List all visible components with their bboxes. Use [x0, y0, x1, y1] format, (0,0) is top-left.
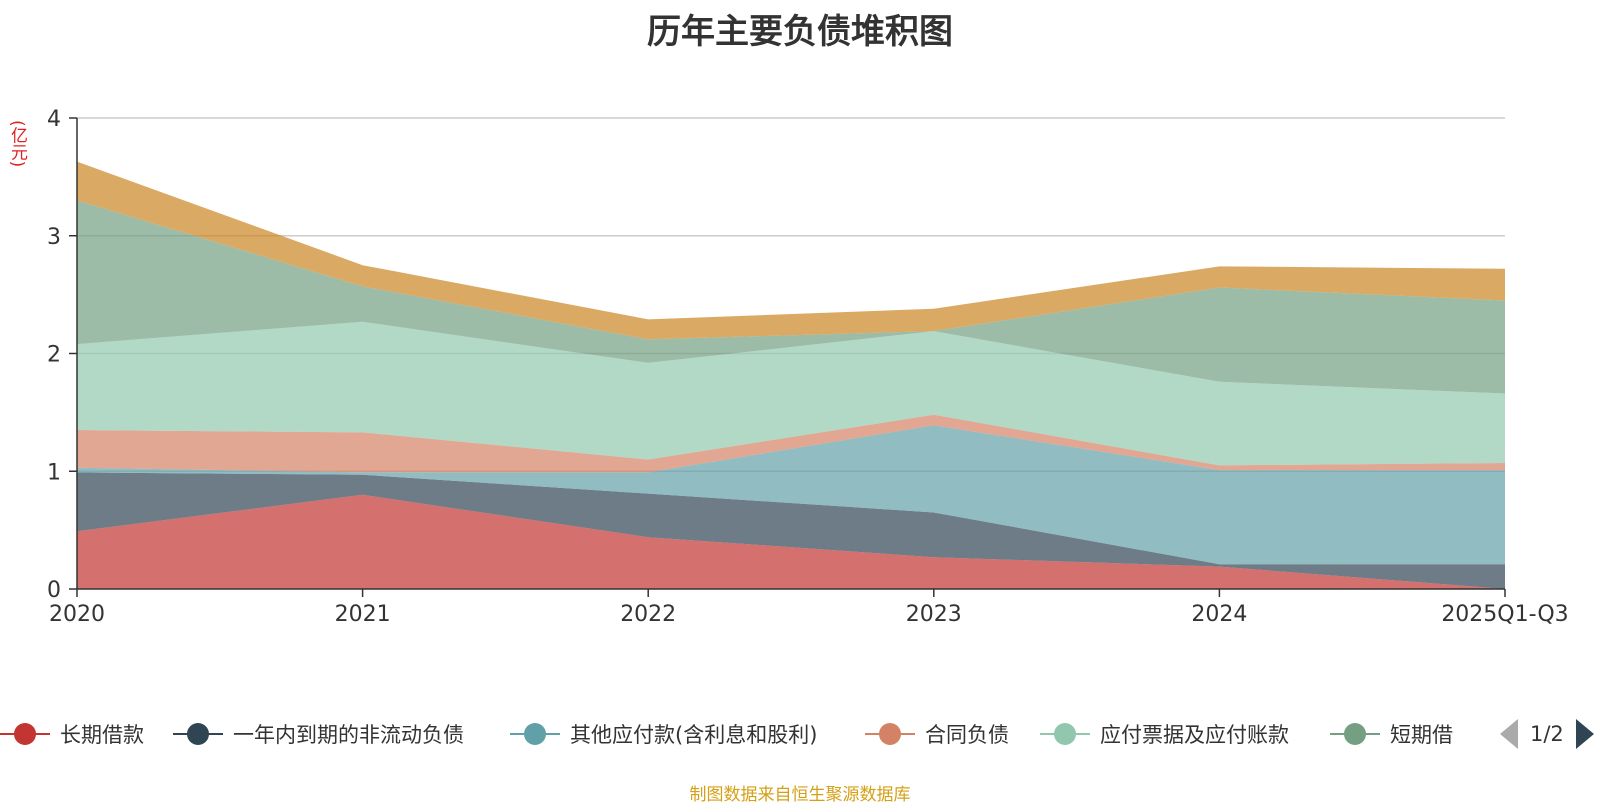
legend-label: 其他应付款(含利息和股利)	[570, 723, 818, 747]
x-tick-label: 2021	[335, 602, 391, 627]
x-tick-label: 2025Q1-Q3	[1441, 602, 1568, 627]
legend-marker-icon	[1040, 716, 1090, 752]
legend-next-page-icon[interactable]	[1575, 719, 1594, 749]
legend-page-indicator: 1/2	[1530, 722, 1564, 746]
legend-item[interactable]: 其他应付款(含利息和股利)	[510, 716, 817, 752]
legend-item[interactable]: 一年内到期的非流动负债	[173, 716, 464, 752]
y-tick-label: 2	[47, 343, 61, 368]
area-series-2	[77, 472, 1505, 589]
legend-item[interactable]: 长期借款	[0, 716, 144, 752]
area-series-layer	[77, 161, 1505, 589]
axes: 0 1 2 3 4 2020 2021 2022 2023 2024 2025Q1-Q3	[47, 107, 1569, 627]
area-series-7	[77, 161, 1505, 340]
legend-marker-icon	[510, 716, 560, 752]
stacked-area-chart: 0 1 2 3 4 2020 2021 2022 2023 2024 2025Q1-Q3	[47, 107, 1569, 627]
legend-label: 一年内到期的非流动负债	[233, 723, 464, 747]
legend-label: 合同负债	[925, 723, 1009, 747]
legend-label: 长期借款	[60, 723, 144, 747]
y-tick-label: 1	[47, 460, 61, 485]
legend-pager: 1/2	[1500, 716, 1594, 752]
legend-marker-icon	[1330, 716, 1380, 752]
area-series-5	[77, 321, 1505, 466]
legend-items: 长期借款 一年内到期的非流动负债 其他应付款(含利息和股利) 合同负债 应付票据及应付账…	[0, 716, 1490, 752]
legend-item[interactable]: 短期借	[1330, 716, 1453, 752]
chart-title: 历年主要负债堆积图	[647, 12, 953, 52]
data-source-note: 制图数据来自恒生聚源数据库	[689, 785, 911, 805]
legend-prev-page-icon[interactable]	[1500, 719, 1518, 749]
y-axis-unit-label: (亿元)	[7, 120, 27, 168]
legend-label: 短期借	[1390, 723, 1453, 747]
legend: 长期借款 一年内到期的非流动负债 其他应付款(含利息和股利) 合同负债 应付票据及应付账…	[0, 716, 1600, 752]
x-tick-label: 2020	[49, 602, 105, 627]
legend-item[interactable]: 应付票据及应付账款	[1040, 716, 1289, 752]
area-series-6	[77, 200, 1505, 394]
legend-marker-icon	[173, 716, 223, 752]
legend-label: 应付票据及应付账款	[1100, 723, 1289, 747]
x-tick-label: 2024	[1191, 602, 1247, 627]
area-series-3	[77, 425, 1505, 565]
legend-item[interactable]: 合同负债	[865, 716, 1009, 752]
y-tick-label: 0	[47, 578, 61, 603]
x-tick-label: 2022	[620, 602, 676, 627]
x-tick-label: 2023	[906, 602, 962, 627]
area-series-1	[77, 494, 1505, 589]
legend-marker-icon	[865, 716, 915, 752]
y-tick-label: 3	[47, 225, 61, 250]
y-tick-label: 4	[47, 107, 61, 132]
area-series-4	[77, 414, 1505, 473]
legend-marker-icon	[0, 716, 50, 752]
